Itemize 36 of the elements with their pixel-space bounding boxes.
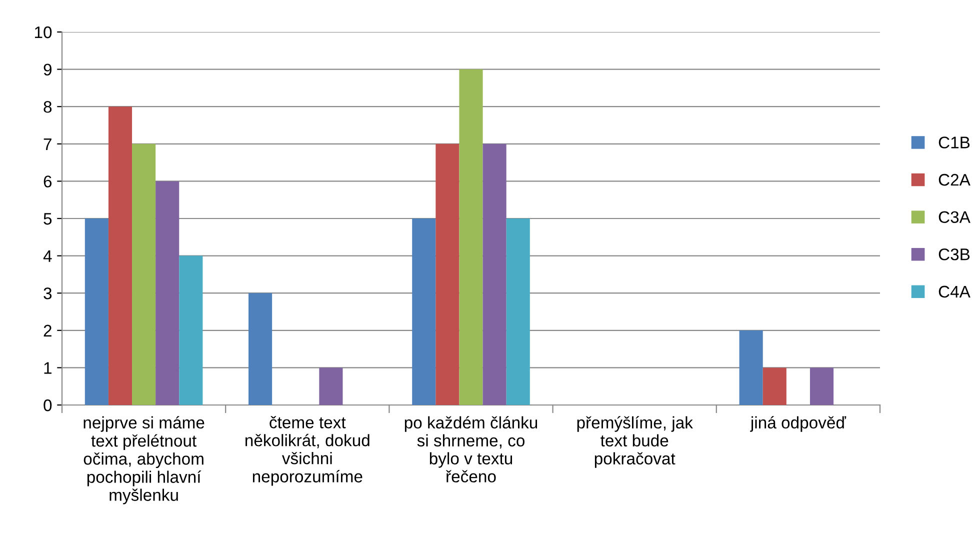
bar xyxy=(762,368,786,405)
x-tick-label: jiná odpověď xyxy=(750,416,846,432)
legend-label: C1B xyxy=(938,136,970,148)
legend-label: C3B xyxy=(938,248,970,260)
y-tick-label: 0 xyxy=(44,399,52,412)
bar xyxy=(179,256,203,405)
bar xyxy=(132,144,156,405)
bar xyxy=(108,106,132,405)
y-tick-label: 7 xyxy=(44,138,52,150)
y-tick-label: 8 xyxy=(44,101,52,113)
bar xyxy=(459,69,483,405)
y-tick-label: 4 xyxy=(43,250,52,262)
bar xyxy=(810,368,834,405)
bar xyxy=(84,218,108,405)
x-tick-label: přemýšlíme, jak text bude pokračovat xyxy=(577,416,693,468)
legend-label: C2A xyxy=(938,174,970,186)
y-tick-label: 1 xyxy=(44,362,52,374)
y-tick-label: 9 xyxy=(44,64,52,76)
bar xyxy=(436,144,460,405)
bar xyxy=(482,144,506,405)
y-tick-label: 3 xyxy=(44,288,52,300)
bar xyxy=(412,218,436,405)
bar xyxy=(248,293,272,405)
legend-label: C4A xyxy=(938,286,970,298)
y-tick-label: 10 xyxy=(35,26,52,38)
y-tick-label: 6 xyxy=(44,176,52,188)
x-tick-label: nejprve si máme text přelétnout očima, abychom pochopili hlavní myšlenku xyxy=(84,416,204,504)
bar xyxy=(319,368,343,405)
x-tick-label: po každém článku si shrneme, co bylo v textu řečeno xyxy=(404,416,538,482)
legend-label: C3A xyxy=(938,211,970,224)
y-tick-label: 5 xyxy=(44,213,52,225)
bar xyxy=(506,218,530,405)
y-tick-label: 2 xyxy=(44,324,52,336)
bar xyxy=(739,330,763,405)
bar xyxy=(156,181,180,405)
x-tick-label: čteme text několikrát, dokud všichni neporozumíme xyxy=(246,416,370,486)
